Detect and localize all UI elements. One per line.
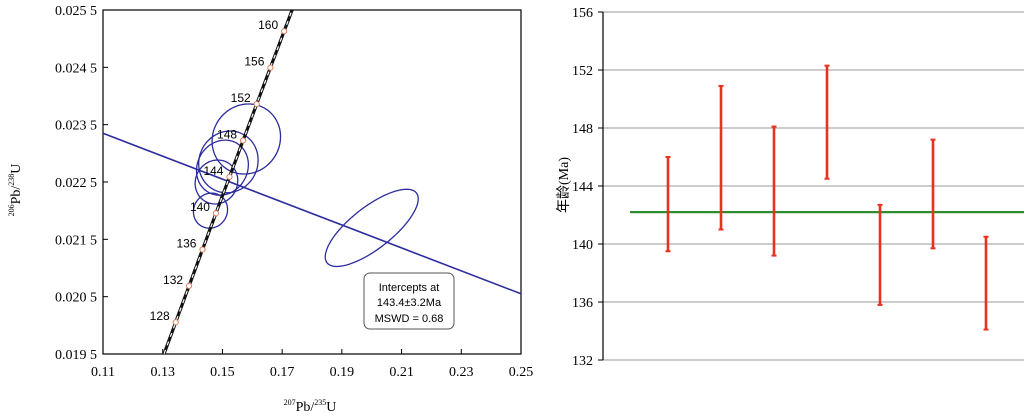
y-tick-label: 0.023 5 [55,119,97,134]
age-y-tick-label: 148 [572,122,593,137]
x-tick-label: 0.17 [270,365,295,380]
annotation-box [363,272,455,330]
y-tick-label: 0.020 5 [55,291,97,306]
annotation-line-1: Intercepts at [379,282,440,294]
concordia-age-label: 148 [217,127,237,141]
concordia-curve-group: 128 132 136 140 144 148 152 156 160 [150,10,294,354]
concordia-age-marker [226,173,233,180]
age-y-tick-label: 156 [572,6,593,21]
x-tick-label: 0.25 [509,365,534,380]
y-axis-label: 206Pb/238U [7,164,24,217]
concordia-age-label: 136 [176,237,196,251]
y-tick-label: 0.019 5 [55,348,97,363]
concordia-axes: 0.11 0.13 0.15 0.17 0.19 0.21 0.23 0.25 0.019 5 0… [55,4,533,380]
concordia-age-label: 156 [244,55,264,69]
concordia-age-label: 160 [258,18,278,32]
concordia-age-label: 144 [203,164,223,178]
concordia-age-marker [185,282,193,290]
age-y-axis-label: 年龄(Ma) [556,157,572,213]
y-tick-label: 0.025 5 [55,4,97,19]
concordia-age-marker [172,319,179,326]
x-axis-label: 207Pb/235U [284,398,337,415]
x-tick-label: 0.11 [91,365,115,380]
concordia-age-marker [253,100,260,108]
concordia-plot-frame [102,9,522,355]
concordia-age-label: 152 [231,91,251,105]
concordia-age-marker [199,246,206,253]
concordia-curve-dash [163,10,293,354]
x-tick-label: 0.21 [389,365,414,380]
concordia-age-label: 128 [150,309,170,323]
error-ellipse [198,130,259,194]
concordia-age-marker [239,137,247,144]
x-tick-label: 0.15 [210,365,235,380]
discordia-line [102,132,522,295]
concordia-age-label: 140 [190,200,210,214]
age-grid: 132 136 140 144 148 152 156 [572,6,1024,369]
x-tick-label: 0.13 [150,365,175,380]
age-y-tick-label: 144 [572,180,593,195]
error-ellipse [194,159,239,205]
x-tick-label: 0.19 [330,365,355,380]
y-tick-label: 0.024 5 [55,61,97,76]
x-tick-label: 0.23 [449,365,474,380]
concordia-age-marker [281,28,288,35]
y-tick-label: 0.021 5 [55,233,97,248]
error-ellipse [324,188,419,268]
discordia-line-group [102,132,522,295]
error-ellipse [211,103,282,175]
intercept-annotation: Intercepts at 143.4±3.2Ma MSWD = 0.68 [363,272,455,330]
concordia-age-label: 132 [163,273,183,287]
age-y-tick-label: 140 [572,238,593,253]
annotation-line-3: MSWD = 0.68 [375,313,444,325]
age-errorbar-chart: 132 136 140 144 148 152 156 年龄(Ma) [556,6,1024,369]
concordia-age-marker [267,64,274,71]
error-ellipses [192,103,419,268]
age-y-tick-label: 152 [572,64,593,79]
age-error-bars [665,64,989,331]
error-ellipse [192,192,229,229]
y-tick-label: 0.022 5 [55,176,97,191]
error-ellipse [195,139,250,196]
concordia-age-marker [212,210,220,217]
age-y-tick-label: 132 [572,354,593,369]
age-y-tick-label: 136 [572,296,593,311]
concordia-chart: 0.11 0.13 0.15 0.17 0.19 0.21 0.23 0.25 0.019 5 0… [7,4,533,415]
annotation-line-2: 143.4±3.2Ma [377,297,442,309]
